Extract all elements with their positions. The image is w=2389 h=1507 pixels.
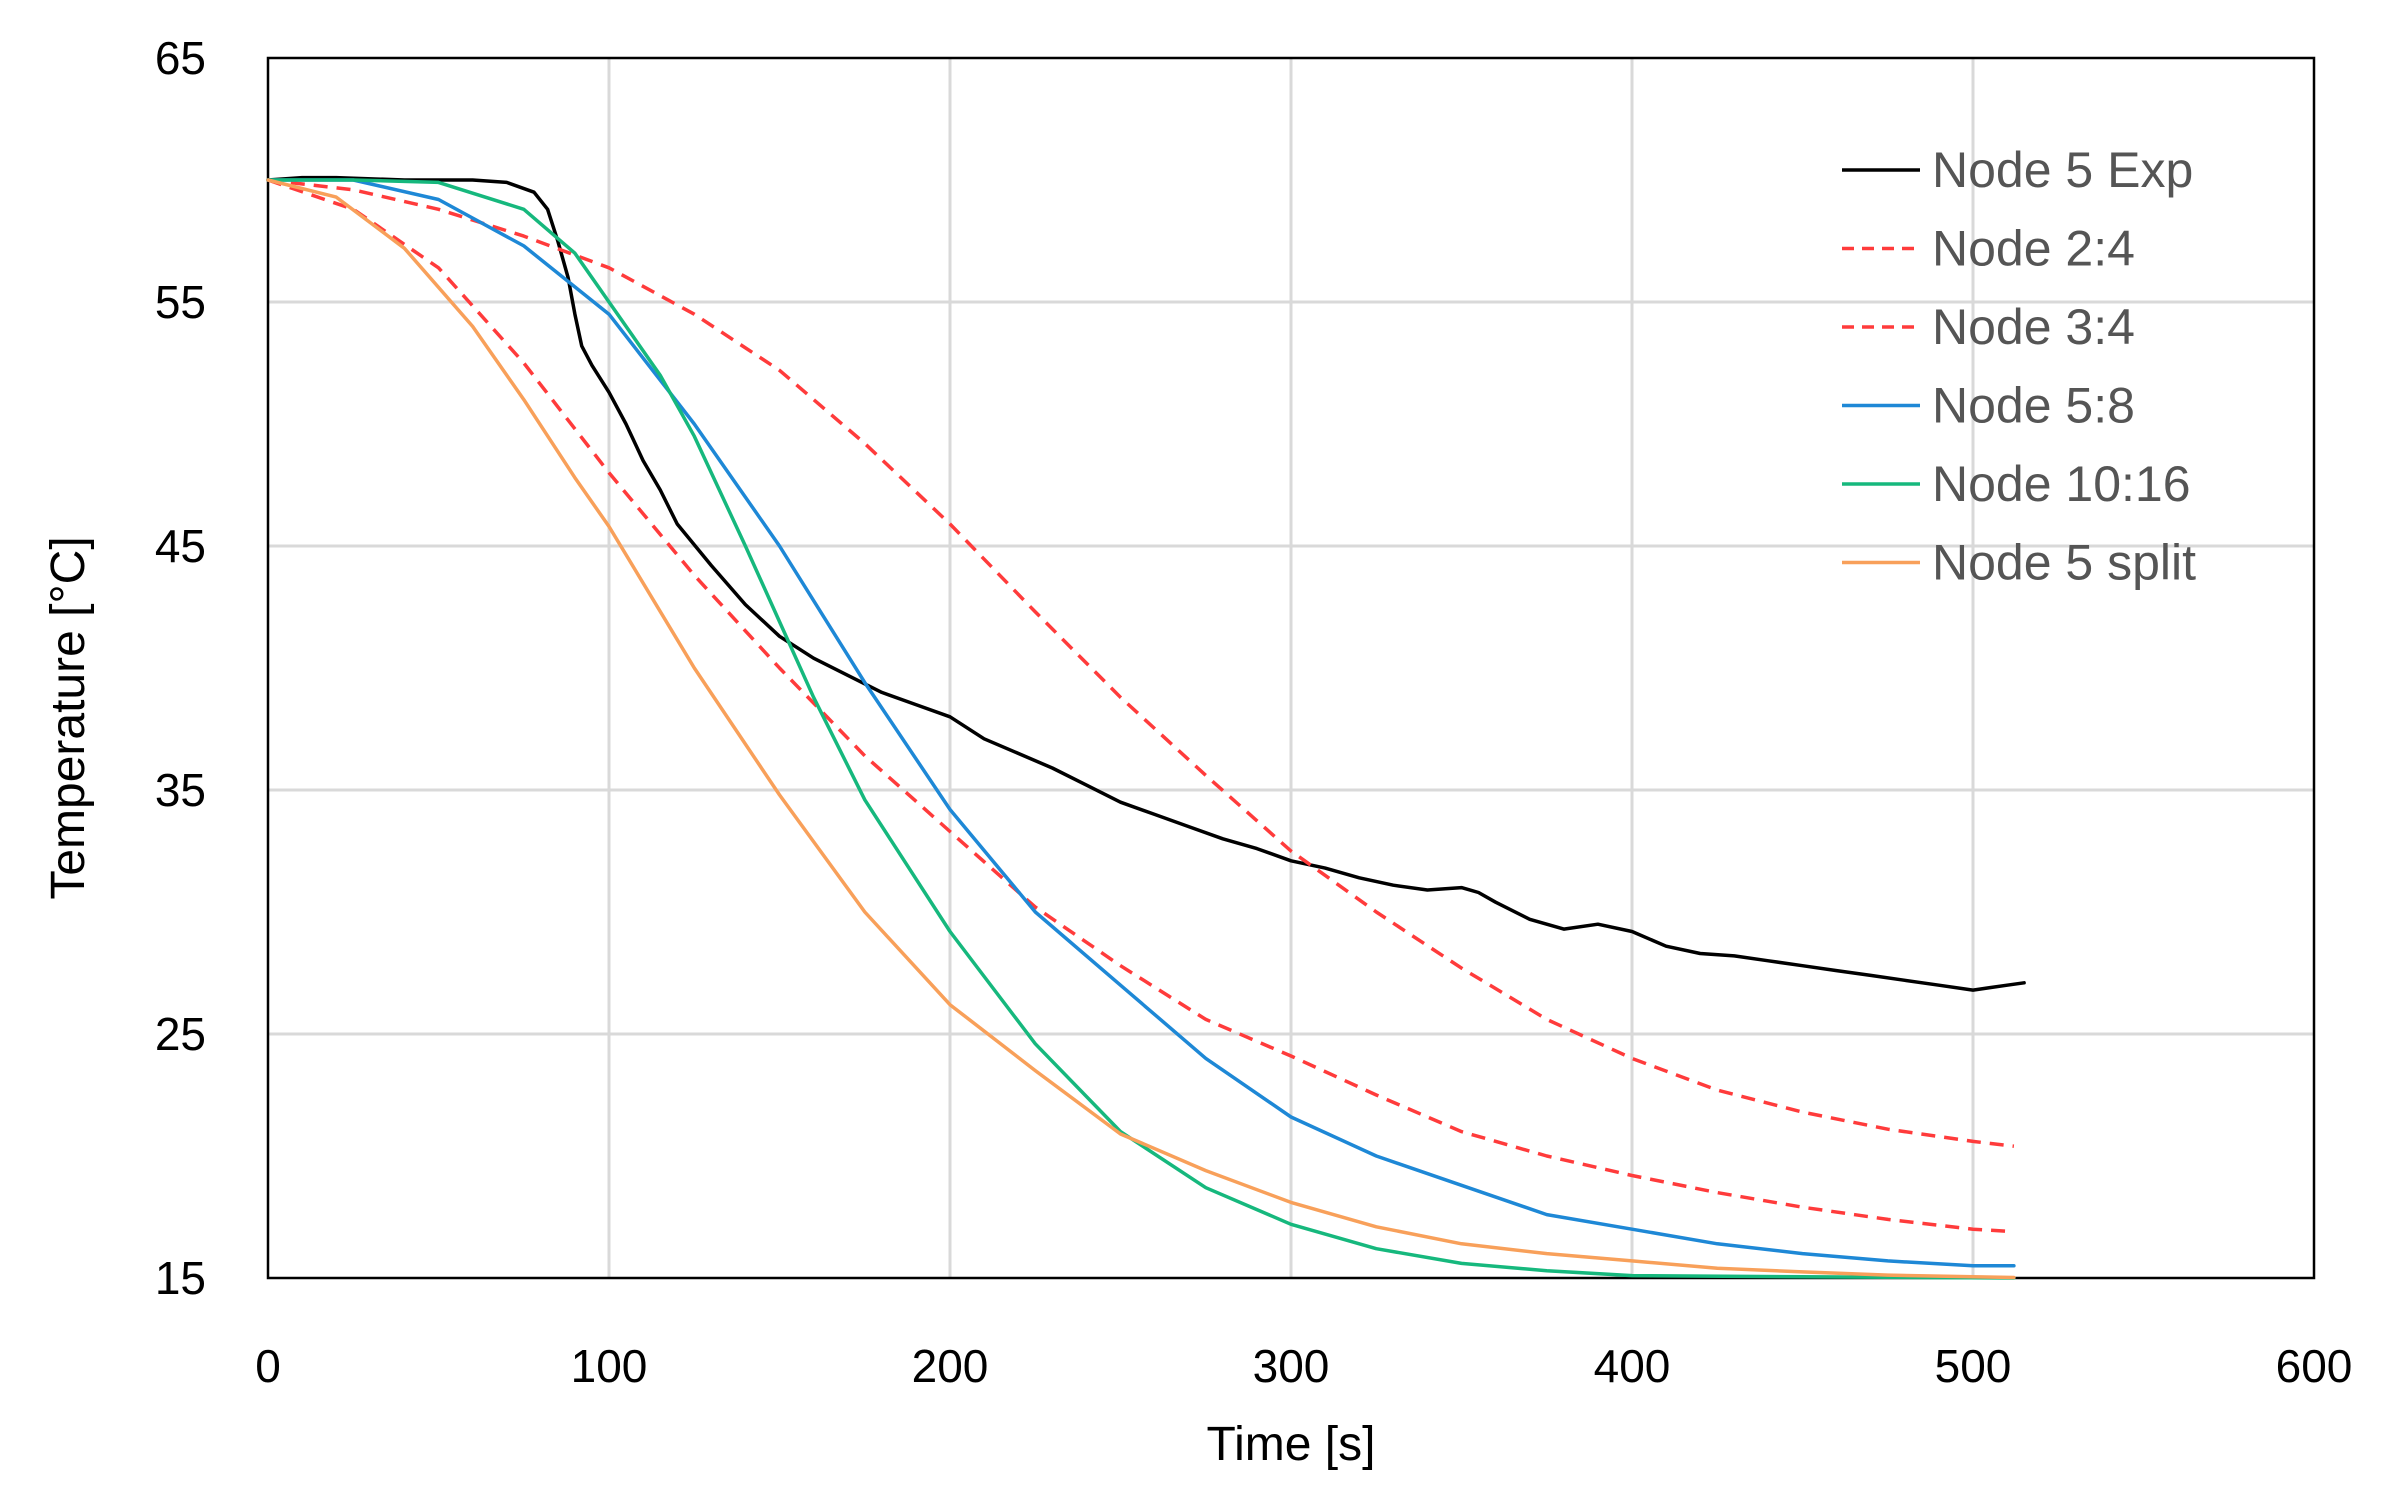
gridlines (268, 58, 2314, 1278)
x-axis-title: Time [s] (1207, 1418, 1376, 1471)
x-tick-label: 100 (571, 1340, 648, 1392)
legend-label: Node 5:8 (1932, 378, 2135, 434)
y-tick-label: 35 (155, 764, 206, 816)
x-tick-label: 300 (1253, 1340, 1330, 1392)
series-line-node-5-8 (266, 178, 2016, 1268)
legend: Node 5 Exp Node 2:4 Node 3:4 Node 5:8 Node 1… (1842, 142, 2196, 591)
legend-label: Node 3:4 (1932, 299, 2135, 355)
legend-label: Node 10:16 (1932, 456, 2191, 512)
y-tick-label: 55 (155, 276, 206, 328)
x-axis-tick-labels: 0 100 200 300 400 500 600 (255, 1340, 2352, 1392)
y-tick-label: 65 (155, 32, 206, 84)
series-line-node-5-exp (266, 175, 2026, 992)
x-tick-label: 600 (2276, 1340, 2353, 1392)
legend-label: Node 5 split (1932, 535, 2196, 591)
series-lines (266, 175, 2026, 1280)
y-tick-label: 15 (155, 1252, 206, 1304)
y-tick-label: 25 (155, 1008, 206, 1060)
x-tick-label: 400 (1594, 1340, 1671, 1392)
plot-area-border (266, 56, 2316, 1280)
x-tick-label: 500 (1935, 1340, 2012, 1392)
series-line-node-10-16 (266, 178, 2016, 1280)
series-line-node-5-split (266, 178, 2016, 1280)
series-line-node-2-4 (267, 178, 2015, 1148)
x-tick-label: 0 (255, 1340, 281, 1392)
legend-label: Node 5 Exp (1932, 142, 2193, 198)
y-tick-label: 45 (155, 520, 206, 572)
series-line-node-3-4 (267, 178, 2015, 1234)
y-axis-title: Temperature [°C] (42, 536, 95, 899)
legend-label: Node 2:4 (1932, 221, 2135, 277)
y-axis-tick-labels: 15 25 35 45 55 65 (155, 32, 206, 1304)
x-tick-label: 200 (912, 1340, 989, 1392)
